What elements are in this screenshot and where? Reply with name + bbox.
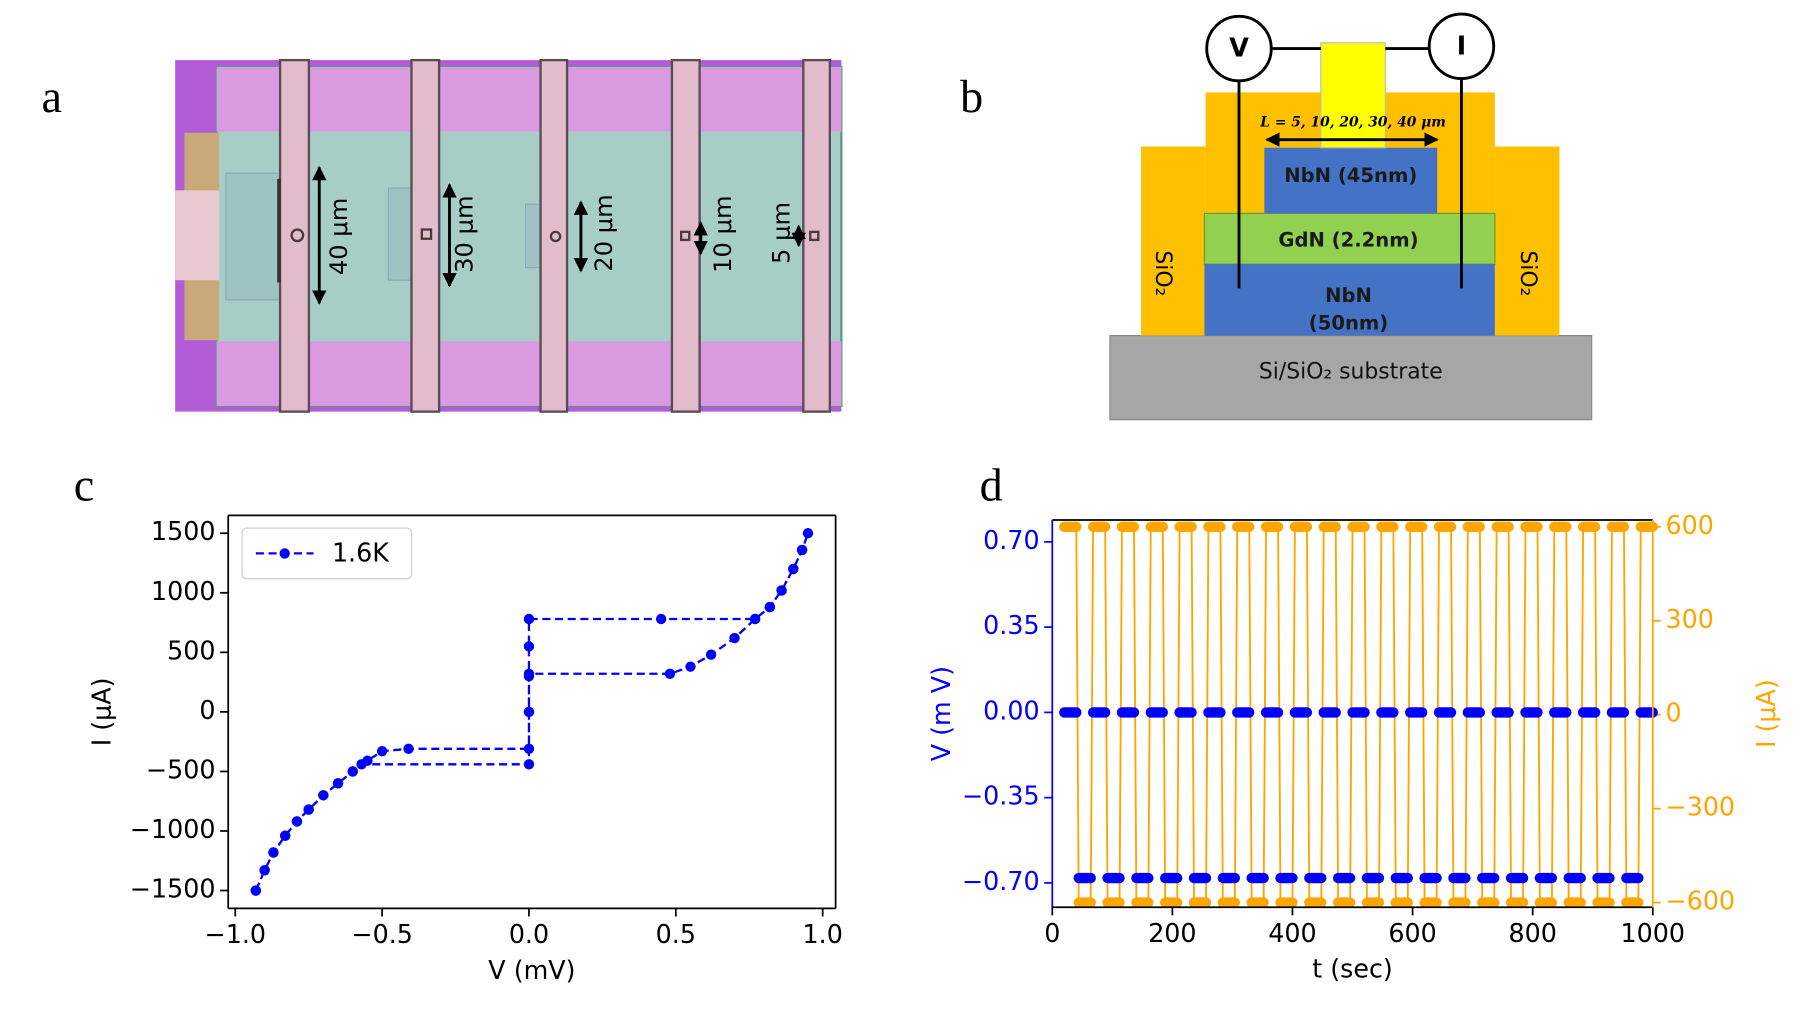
data-point [403, 743, 414, 754]
data-point [318, 790, 329, 801]
panel-label: c [74, 460, 94, 511]
x-tick-label: 1.0 [803, 919, 843, 949]
data-point [523, 706, 535, 718]
insulator-label: SiO₂ [1515, 250, 1540, 296]
legend-box [241, 527, 413, 580]
scale-label: 5 μm [768, 202, 796, 264]
x-tick-label: 800 [1508, 918, 1556, 948]
y-axis-label: V (m V) [926, 666, 956, 761]
data-point [764, 601, 776, 613]
data-point [347, 766, 358, 777]
data-point [729, 632, 740, 644]
x-tick-label: 0 [1044, 918, 1060, 948]
data-point [356, 759, 367, 770]
data-point [802, 528, 814, 539]
legend-label: 1.6K [332, 538, 390, 568]
y2-tick-label: −300 [1665, 792, 1735, 822]
scale-label: 20 μm [590, 194, 618, 271]
data-point [796, 544, 808, 556]
x-tick-label: 1000 [1621, 918, 1685, 948]
data-point [523, 743, 535, 754]
device-diagram [1109, 12, 1593, 421]
micrograph [175, 58, 843, 413]
y2-tick-label: 0 [1665, 698, 1681, 728]
layer-label: NbN [1325, 284, 1372, 307]
data-point [303, 804, 314, 815]
panel-label: d [980, 460, 1003, 511]
data-point [788, 563, 799, 575]
x-axis-label: V (mV) [488, 955, 575, 985]
substrate-label: Si/SiO₂ substrate [1259, 359, 1443, 384]
x-tick-label: 0.5 [656, 919, 696, 949]
x-axis-label: t (sec) [1312, 954, 1393, 984]
x-tick-label: 400 [1268, 918, 1316, 948]
layer-label: (50nm) [1309, 312, 1388, 335]
y2-tick-label: 600 [1665, 510, 1713, 540]
y-tick-label: 0.00 [983, 695, 1039, 725]
data-point [776, 585, 787, 596]
data-point [291, 816, 303, 827]
length-label: L = 5, 10, 20, 30, 40 μm [1259, 114, 1446, 130]
layer-label: NbN (45nm) [1284, 164, 1417, 187]
data-point [250, 885, 262, 896]
y-axis-label: I (μA) [87, 677, 117, 746]
data-point [685, 661, 696, 672]
data-point [749, 613, 761, 625]
y-tick-label: 500 [167, 635, 215, 665]
panel-label: a [41, 71, 61, 122]
y-tick-label: −1000 [130, 814, 216, 844]
data-point [523, 759, 535, 770]
y-tick-label: 0.35 [983, 610, 1039, 640]
x-tick-label: 200 [1148, 918, 1196, 948]
data-point [376, 746, 388, 757]
data-point [259, 865, 270, 876]
data-point [664, 668, 676, 679]
x-tick-label: −0.5 [351, 919, 413, 949]
x-tick-label: 600 [1388, 918, 1436, 948]
y2-axis-label: I (μA) [1751, 679, 1781, 748]
layer-label: GdN (2.2nm) [1278, 229, 1418, 252]
data-point [705, 649, 717, 660]
y-tick-label: 1500 [151, 516, 216, 546]
data-point [523, 668, 535, 679]
legend-swatch [279, 548, 290, 559]
data-point [332, 778, 344, 789]
y-tick-label: 0 [199, 695, 215, 725]
y-tick-label: −0.70 [962, 866, 1040, 896]
data-point [655, 613, 667, 625]
data-point [523, 641, 535, 652]
series-line [254, 532, 810, 891]
x-tick-label: 0.0 [509, 919, 549, 949]
scale-label: 40 μm [325, 198, 353, 275]
y2-tick-label: −600 [1665, 886, 1735, 916]
y-tick-label: −1500 [130, 874, 216, 904]
data-point [268, 847, 279, 858]
y-tick-label: −0.35 [962, 781, 1040, 811]
data-point [280, 830, 291, 841]
y-tick-label: 1000 [151, 576, 216, 606]
x-tick-label: −1.0 [204, 919, 266, 949]
data-point [523, 613, 535, 625]
insulator-label: SiO₂ [1150, 250, 1175, 296]
scale-label: 10 μm [709, 195, 737, 272]
meter-label: I [1457, 30, 1466, 60]
y-tick-label: −500 [146, 754, 216, 784]
scale-label: 30 μm [451, 195, 479, 272]
panel-label: b [960, 71, 983, 122]
y2-tick-label: 300 [1665, 604, 1713, 634]
meter-label: V [1229, 33, 1249, 63]
y-tick-label: 0.70 [983, 525, 1039, 555]
